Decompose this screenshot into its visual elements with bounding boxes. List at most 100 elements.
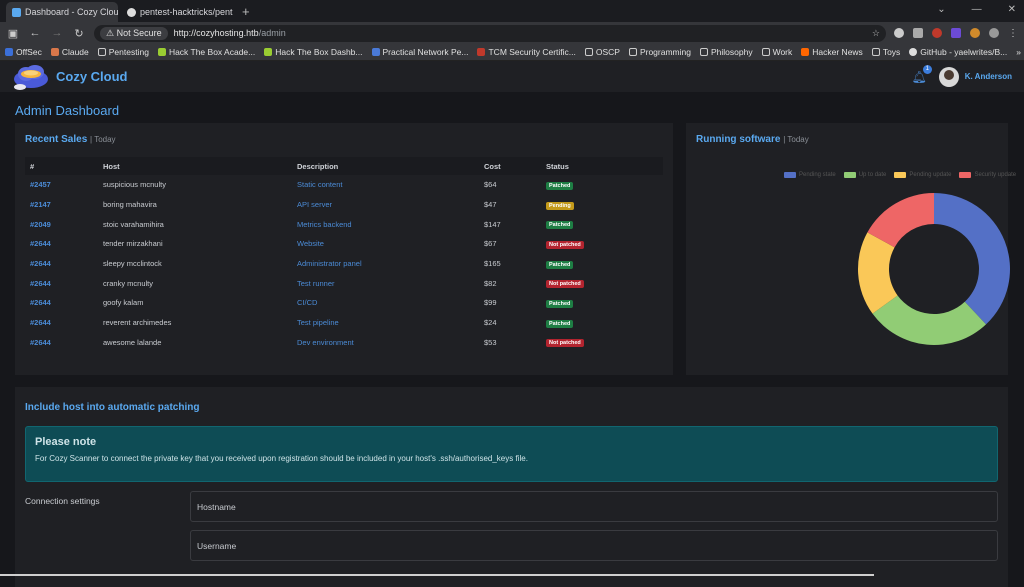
extension-icon[interactable]	[951, 28, 961, 38]
bookmark-oscp[interactable]: OSCP	[584, 47, 620, 57]
menu-icon[interactable]: ⋮	[1008, 27, 1018, 39]
row-description-link[interactable]: CI/CD	[297, 298, 318, 308]
bookmark-toys[interactable]: Toys	[871, 47, 900, 57]
row-description-link[interactable]: Dev environment	[297, 337, 354, 347]
row-id-link[interactable]: #2644	[30, 259, 51, 269]
new-tab-button[interactable]: +	[242, 4, 250, 19]
horizontal-scrollbar[interactable]	[0, 574, 874, 576]
bookmark-label: Pentesting	[108, 47, 149, 57]
bookmark-htb-academy[interactable]: Hack The Box Acade...	[157, 47, 255, 57]
bookmark-work[interactable]: Work	[761, 47, 793, 57]
row-cost: $24	[484, 318, 497, 328]
bookmark-label: OffSec	[16, 47, 42, 57]
row-cost: $165	[484, 259, 501, 269]
row-description-link[interactable]: Website	[297, 239, 324, 249]
row-description-link[interactable]: Static content	[297, 180, 343, 190]
bookmark-star-icon[interactable]: ☆	[871, 27, 880, 38]
row-description-link[interactable]: Test runner	[297, 278, 335, 288]
close-window-icon[interactable]: ✕	[1007, 4, 1016, 15]
row-id-link[interactable]: #2457	[30, 180, 51, 190]
row-cost: $64	[484, 180, 497, 190]
legend-item[interactable]: Pending update	[894, 172, 951, 178]
bookmark-label: Claude	[61, 47, 89, 57]
address-bar[interactable]: ⚠ Not Secure http://cozyhosting.htb/admi…	[94, 24, 886, 42]
row-description-link[interactable]: Administrator panel	[297, 259, 362, 269]
extension-icon[interactable]	[913, 28, 923, 38]
bookmark-github[interactable]: GitHub - yaelwrites/B...	[909, 47, 1007, 57]
legend-label: Pending update	[909, 172, 952, 178]
bookmark-htb-dashboard[interactable]: Hack The Box Dashb...	[264, 47, 363, 57]
running-software-card: Running software | Today Pending state Up…	[686, 123, 1016, 375]
legend-item[interactable]: Security update	[959, 172, 1016, 178]
bookmark-tcm[interactable]: TCM Security Certific...	[477, 47, 576, 57]
row-description-link[interactable]: API server	[297, 200, 333, 210]
bookmark-programming[interactable]: Programming	[628, 47, 691, 57]
tab-search-icon[interactable]: ⌄	[937, 4, 946, 15]
folder-icon	[761, 48, 770, 56]
cozy-cloud-favicon-icon	[12, 7, 21, 17]
username-input[interactable]: Username	[190, 530, 998, 561]
hostname-input[interactable]: Hostname	[190, 491, 998, 522]
note-text: For Cozy Scanner to connect the private …	[35, 454, 528, 463]
row-id-link[interactable]: #2644	[30, 298, 51, 308]
row-description-link[interactable]: Test pipeline	[297, 318, 339, 328]
bookmark-label: OSCP	[595, 47, 620, 57]
bookmarks-bar: OffSec Claude Pentesting Hack The Box Ac…	[0, 44, 1024, 61]
back-icon[interactable]: ←	[29, 27, 41, 39]
donut-slice[interactable]	[867, 193, 934, 248]
bookmark-practical-network[interactable]: Practical Network Pe...	[371, 47, 468, 57]
bookmark-claude[interactable]: Claude	[50, 47, 89, 57]
row-host: goofy kalam	[103, 298, 144, 308]
legend-item[interactable]: Up to date	[843, 172, 886, 178]
column-header: Description	[297, 161, 339, 171]
bookmark-label: GitHub - yaelwrites/B...	[920, 47, 1008, 57]
bookmark-icon	[477, 48, 486, 56]
minimize-icon[interactable]: —	[971, 4, 982, 15]
extension-icon[interactable]	[989, 28, 999, 38]
sales-table-body: #2457 suspicious mcnulty Static content $64…	[25, 175, 663, 352]
tab-hacktricks[interactable]: pentest-hacktricks/pent ✕	[121, 2, 233, 22]
bookmark-pentesting[interactable]: Pentesting	[97, 47, 149, 57]
donut-slice[interactable]	[872, 295, 987, 345]
bookmark-hacker-news[interactable]: Hacker News	[801, 47, 863, 57]
row-id-link[interactable]: #2644	[30, 278, 51, 288]
legend-swatch	[959, 172, 972, 178]
donut-slice[interactable]	[858, 232, 898, 314]
row-id-link[interactable]: #2147	[30, 200, 51, 210]
brand-name[interactable]: Cozy Cloud	[56, 69, 128, 84]
tab-title: Dashboard - Cozy Clou	[25, 7, 118, 17]
row-id-link[interactable]: #2049	[30, 219, 51, 229]
tab-dashboard[interactable]: Dashboard - Cozy Clou ✕	[6, 2, 118, 22]
bookmarks-overflow-icon[interactable]: »	[1016, 47, 1021, 57]
cozy-cloud-logo-icon[interactable]	[12, 63, 50, 91]
table-row: #2457 suspicious mcnulty Static content $64…	[25, 175, 663, 195]
extension-icon[interactable]	[932, 28, 942, 38]
not-secure-badge[interactable]: ⚠ Not Secure	[100, 26, 168, 40]
notifications-bell-icon[interactable]: 🔔︎ 1	[912, 64, 932, 84]
donut-slice[interactable]	[934, 193, 1010, 325]
avatar[interactable]	[938, 66, 959, 87]
extension-icon[interactable]	[970, 28, 980, 38]
bookmark-label: Hacker News	[812, 47, 863, 57]
row-id-link[interactable]: #2644	[30, 337, 51, 347]
folder-icon	[699, 48, 708, 56]
legend-item[interactable]: Pending state	[784, 172, 836, 178]
row-cost: $47	[484, 200, 497, 210]
extension-icon[interactable]	[894, 28, 904, 38]
row-status-cell: Patched	[541, 293, 663, 313]
row-id-link[interactable]: #2644	[30, 239, 51, 249]
table-row: #2644 awesome lalande Dev environment $53 No…	[25, 333, 663, 353]
row-cost: $99	[484, 298, 497, 308]
reload-icon[interactable]: ↻	[74, 27, 84, 40]
legend-label: Security update	[974, 172, 1017, 178]
bookmark-philosophy[interactable]: Philosophy	[699, 47, 753, 57]
row-id-link[interactable]: #2644	[30, 318, 51, 328]
not-secure-label: Not Secure	[116, 27, 162, 38]
user-name[interactable]: K. Anderson	[964, 72, 1012, 81]
row-description-link[interactable]: Metrics backend	[297, 219, 352, 229]
bookmark-offsec[interactable]: OffSec	[5, 47, 42, 57]
sidebar-toggle-icon[interactable]: ▣	[7, 27, 19, 40]
card-period: | Today	[783, 135, 809, 144]
bookmark-label: Work	[772, 47, 793, 57]
forward-icon[interactable]: →	[51, 27, 63, 39]
